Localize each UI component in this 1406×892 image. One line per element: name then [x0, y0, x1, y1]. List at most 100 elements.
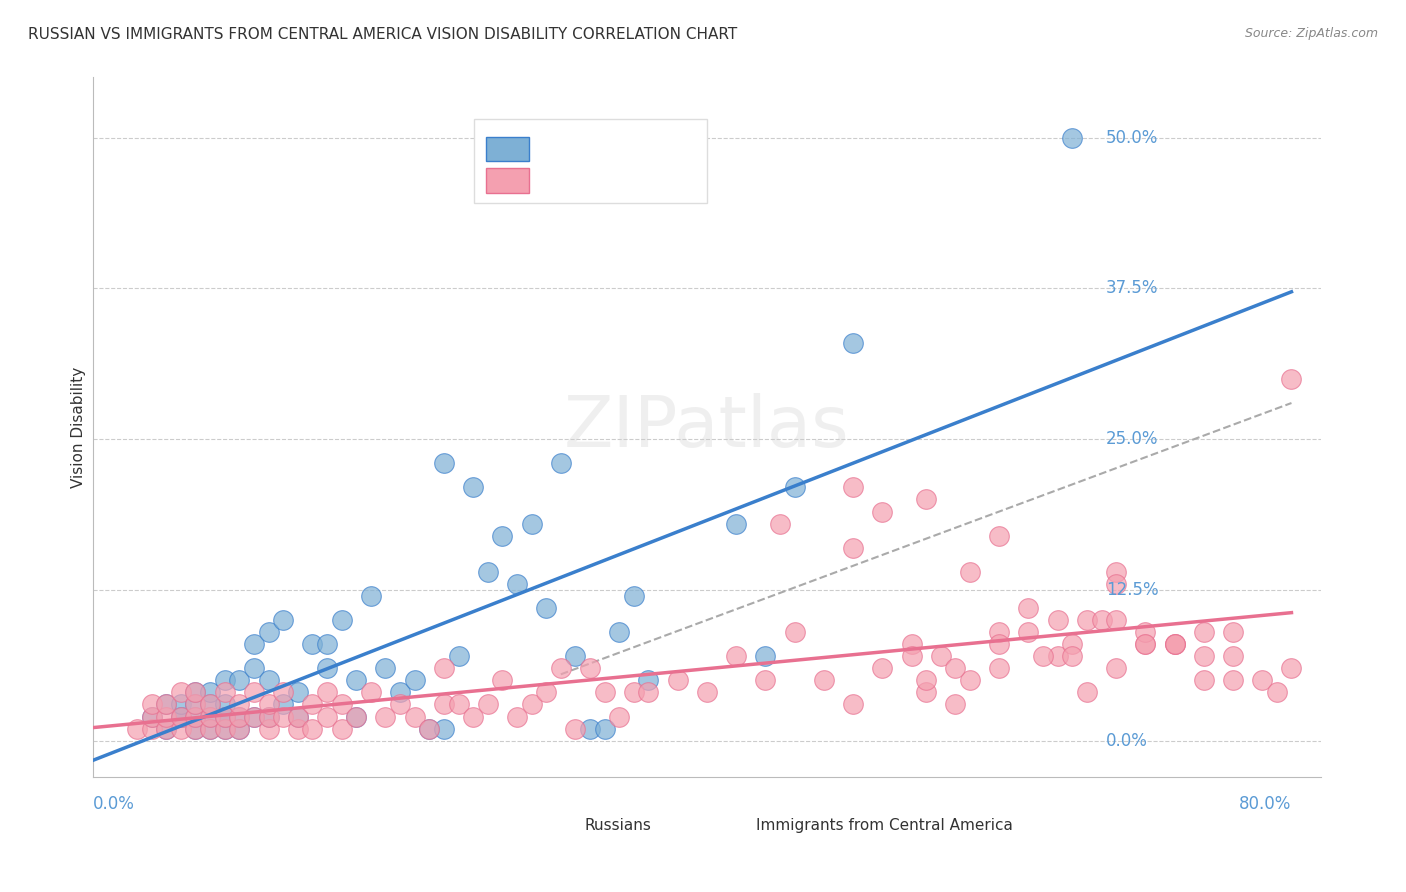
Point — [988, 529, 1011, 543]
Point — [389, 698, 412, 712]
Point — [842, 698, 865, 712]
Point — [1192, 625, 1215, 640]
Text: 50.0%: 50.0% — [1107, 128, 1159, 146]
Point — [623, 685, 645, 699]
Point — [257, 709, 280, 723]
Point — [1251, 673, 1274, 688]
Point — [184, 685, 207, 699]
Point — [1163, 637, 1185, 651]
Point — [155, 722, 177, 736]
Point — [550, 661, 572, 675]
Point — [534, 685, 557, 699]
Point — [769, 516, 792, 531]
Point — [915, 673, 938, 688]
Point — [915, 685, 938, 699]
Point — [1105, 565, 1128, 579]
Point — [198, 698, 221, 712]
Text: 0.0%: 0.0% — [93, 795, 135, 813]
Point — [243, 685, 266, 699]
Point — [155, 698, 177, 712]
Point — [520, 516, 543, 531]
Point — [170, 709, 193, 723]
Point — [988, 661, 1011, 675]
Point — [783, 480, 806, 494]
Text: R = 0.583    N = 64: R = 0.583 N = 64 — [541, 141, 690, 156]
Point — [1090, 613, 1112, 627]
Point — [374, 661, 396, 675]
Point — [257, 722, 280, 736]
Point — [943, 698, 966, 712]
Text: 116: 116 — [627, 173, 657, 188]
FancyBboxPatch shape — [725, 815, 752, 837]
Point — [666, 673, 689, 688]
Point — [389, 685, 412, 699]
Point — [1222, 625, 1244, 640]
FancyBboxPatch shape — [486, 169, 529, 193]
Point — [257, 673, 280, 688]
Text: ZIPatlas: ZIPatlas — [564, 392, 849, 462]
Point — [170, 709, 193, 723]
Point — [725, 516, 748, 531]
Point — [564, 649, 586, 664]
Point — [637, 673, 659, 688]
Point — [316, 709, 339, 723]
Point — [1062, 649, 1084, 664]
Point — [1076, 613, 1098, 627]
Point — [477, 565, 499, 579]
Point — [404, 709, 426, 723]
Text: Immigrants from Central America: Immigrants from Central America — [756, 818, 1012, 833]
Point — [330, 698, 353, 712]
Point — [170, 722, 193, 736]
Point — [1222, 649, 1244, 664]
Point — [463, 709, 485, 723]
Point — [198, 722, 221, 736]
Point — [184, 722, 207, 736]
Point — [447, 649, 470, 664]
Point — [228, 698, 250, 712]
Point — [287, 722, 309, 736]
Point — [943, 661, 966, 675]
Point — [1222, 673, 1244, 688]
Point — [360, 685, 382, 699]
Point — [433, 661, 456, 675]
Point — [607, 709, 630, 723]
Point — [623, 589, 645, 603]
Point — [1192, 673, 1215, 688]
Point — [301, 722, 323, 736]
Point — [1163, 637, 1185, 651]
Point — [301, 698, 323, 712]
Point — [271, 613, 294, 627]
Point — [1046, 649, 1069, 664]
Point — [257, 709, 280, 723]
Point — [344, 709, 367, 723]
Point — [900, 649, 922, 664]
Point — [534, 601, 557, 615]
Point — [477, 698, 499, 712]
Point — [1105, 661, 1128, 675]
Point — [228, 709, 250, 723]
Point — [520, 698, 543, 712]
FancyBboxPatch shape — [554, 815, 581, 837]
Point — [607, 625, 630, 640]
Point — [593, 685, 616, 699]
Point — [988, 637, 1011, 651]
Text: 25.0%: 25.0% — [1107, 430, 1159, 448]
Point — [1032, 649, 1054, 664]
Y-axis label: Vision Disability: Vision Disability — [72, 367, 86, 488]
Point — [433, 456, 456, 470]
Point — [813, 673, 835, 688]
Point — [374, 709, 396, 723]
Point — [214, 673, 236, 688]
Point — [900, 637, 922, 651]
Point — [1281, 372, 1303, 386]
Point — [550, 456, 572, 470]
Point — [228, 709, 250, 723]
Point — [725, 649, 748, 664]
Point — [228, 722, 250, 736]
Point — [287, 709, 309, 723]
FancyBboxPatch shape — [486, 136, 529, 161]
Point — [287, 685, 309, 699]
Point — [842, 335, 865, 350]
Text: R = 0.412    N = 116: R = 0.412 N = 116 — [541, 173, 700, 188]
Point — [433, 698, 456, 712]
